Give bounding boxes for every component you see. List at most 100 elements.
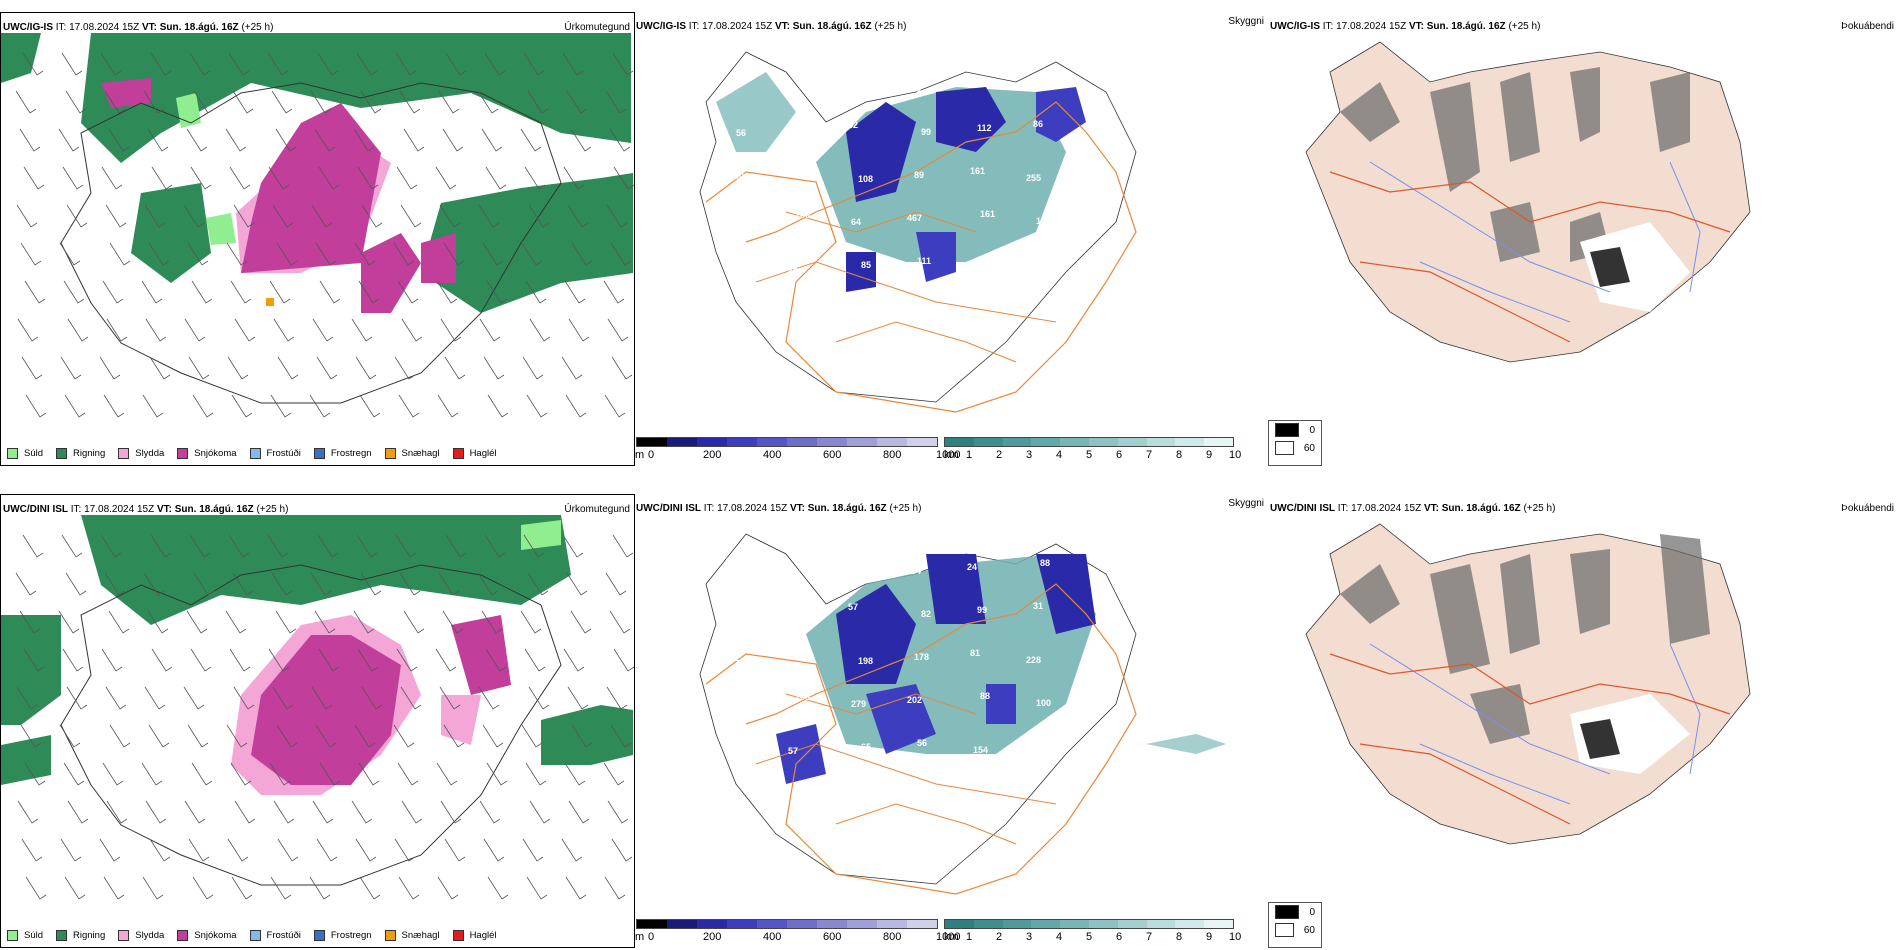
wind-barb (478, 204, 500, 228)
wind-barb (356, 52, 378, 76)
wind-barb (103, 876, 125, 900)
wind-barb (142, 876, 164, 900)
wind-barb (561, 356, 583, 380)
peak-height-label: 161 (980, 209, 995, 219)
visibility-scale: km 1 2 3 4 5 6 7 8 9 10 (944, 437, 1244, 467)
tick: 6 (1116, 931, 1123, 943)
fog-legend-swatch (1275, 423, 1300, 437)
wind-barb (192, 876, 214, 900)
peak-height-label: 107 (855, 77, 870, 87)
tick: 0 (648, 931, 655, 943)
wind-barb (22, 534, 44, 558)
legend-swatch (177, 448, 189, 459)
wind-barb (316, 838, 338, 862)
wind-barb (354, 242, 376, 266)
peak-height-label: 10 (799, 563, 809, 573)
wind-barb (190, 648, 212, 672)
legend-swatch (7, 930, 18, 941)
wind-barb (360, 572, 382, 596)
scale-color-step (757, 438, 787, 446)
scale-color-step (817, 920, 847, 928)
wind-barb (442, 128, 464, 152)
wind-barb (225, 610, 247, 634)
fog-legend-item: 60 (1269, 439, 1321, 457)
wind-barb (149, 356, 171, 380)
wind-barb (612, 52, 634, 76)
precip-type-panel-row2: UWC/DINI ISL IT: 17.08.2024 15Z VT: Sun.… (0, 494, 635, 948)
scale-color-step (1002, 920, 1032, 928)
wind-barb (571, 724, 593, 748)
tick: 800 (883, 931, 902, 943)
wind-barb (230, 762, 252, 786)
wind-barb (151, 648, 173, 672)
scale-color-step (697, 920, 727, 928)
wind-barb (104, 90, 126, 114)
wind-barb (481, 128, 503, 152)
peak-height-label: 99 (977, 605, 987, 615)
wind-barb (67, 318, 89, 342)
wind-barb (271, 572, 293, 596)
peak-height-label: 111 (917, 256, 931, 266)
tick: 10 (1229, 931, 1242, 943)
wind-barb (25, 394, 47, 418)
legend-item: Rigning (56, 930, 105, 941)
wind-barb (361, 204, 383, 228)
precip-legend: Súld Rigning Slydda Snjókoma Frostúði Fr… (7, 448, 510, 459)
peak-height-label: 16 (788, 264, 798, 274)
scale-color-step (697, 438, 727, 446)
scale-color-step (637, 920, 667, 928)
wind-barb (105, 204, 127, 228)
wind-barb (439, 204, 461, 228)
wind-barb (23, 648, 45, 672)
wind-barb (191, 762, 213, 786)
panel-header: UWC/IG-IS IT: 17.08.2024 15Z VT: Sun. 18… (3, 22, 274, 33)
wind-barb (60, 356, 82, 380)
wind-barb (21, 838, 43, 862)
peak-height-label: 86 (1033, 119, 1043, 129)
visibility-unit: km (944, 931, 959, 943)
peak-height-label: 82 (921, 609, 931, 619)
precip-legend: Súld Rigning Slydda Snjókoma Frostúði Fr… (7, 930, 510, 941)
peak-height-label: 99 (921, 127, 931, 137)
legend-swatch (56, 930, 68, 941)
wind-barb (314, 610, 336, 634)
peak-height-label: 31 (1033, 601, 1043, 611)
wind-barb (523, 534, 545, 558)
legend-item: Slydda (118, 930, 164, 941)
tick: 8 (1176, 931, 1183, 943)
wind-barb (193, 90, 215, 114)
wind-barb (271, 90, 293, 114)
wind-barb (400, 204, 422, 228)
wind-barb (276, 242, 298, 266)
wind-barb (228, 534, 250, 558)
wind-barb (108, 128, 130, 152)
wind-barb (609, 610, 631, 634)
tick: 5 (1086, 449, 1093, 461)
scale-color-step (1088, 920, 1118, 928)
wind-barb (228, 52, 250, 76)
wind-barb (444, 356, 466, 380)
peak-height-label: 71 (792, 606, 802, 616)
wind-barb (151, 166, 173, 190)
wind-barb (439, 686, 461, 710)
wind-barb (186, 610, 208, 634)
wind-barb (606, 686, 628, 710)
peak-height-label: 55 (1040, 76, 1050, 86)
wind-barb (485, 166, 507, 190)
peak-height-label: 108 (858, 174, 873, 184)
scale-color-step (907, 920, 937, 928)
wind-barb (355, 838, 377, 862)
peak-height-label: 56 (917, 738, 927, 748)
wind-barb (609, 128, 631, 152)
wind-barb (15, 572, 37, 596)
fog-legend: 0 60 (1268, 420, 1322, 466)
peak-height-label: 112 (977, 123, 992, 133)
tick: 1 (966, 931, 973, 943)
panel-title: Þokuábendi (1841, 503, 1894, 514)
wind-barb (529, 318, 551, 342)
wind-barb (318, 166, 340, 190)
wind-barb (277, 838, 299, 862)
legend-swatch (384, 930, 396, 941)
wind-barb (20, 724, 42, 748)
